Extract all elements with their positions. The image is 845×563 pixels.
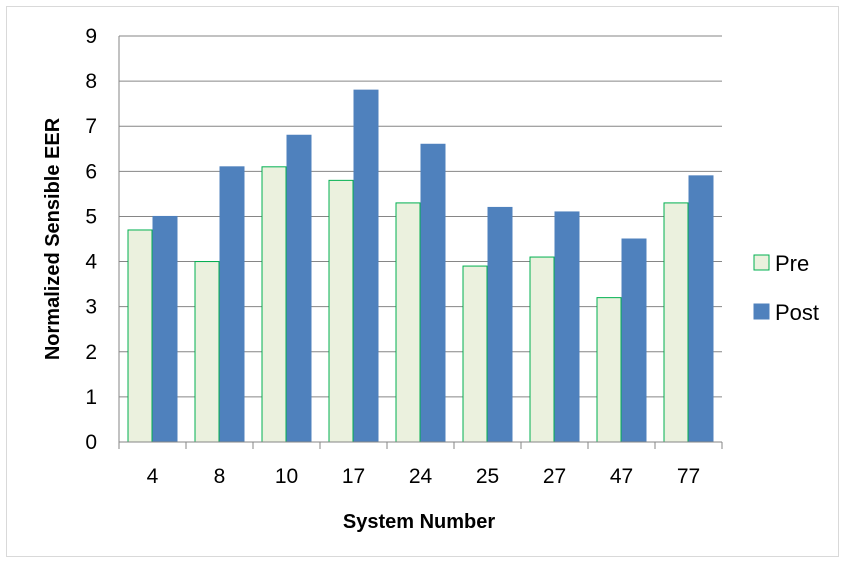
bar-pre-27 — [529, 256, 555, 443]
x-tick-label: 47 — [610, 465, 633, 488]
bar-pre-25 — [462, 265, 488, 443]
bar-pre-47 — [596, 297, 622, 443]
x-tick-labels: 4 8 10 17 24 25 27 47 77 — [147, 465, 701, 488]
bar-post-24 — [420, 143, 446, 443]
y-tick-labels: 0 1 2 3 4 5 6 7 8 9 — [85, 25, 97, 454]
y-tick-label: 1 — [85, 386, 97, 409]
x-tick-label: 77 — [677, 465, 700, 488]
bar-post-47 — [621, 238, 647, 443]
bar-chart: 0 1 2 3 4 5 6 7 8 9 4 8 10 17 24 25 27 47 77 Normalized S… — [42, 25, 819, 533]
bar-post-25 — [487, 206, 513, 443]
bar-pre-24 — [395, 202, 421, 443]
bar-pre-10 — [261, 166, 287, 443]
bar-post-10 — [286, 134, 312, 443]
x-tick-label: 25 — [476, 465, 499, 488]
x-tick-label: 17 — [342, 465, 365, 488]
bar-post-8 — [219, 166, 245, 443]
chart-frame: 0 1 2 3 4 5 6 7 8 9 4 8 10 17 24 25 27 47 77 Normalized S… — [6, 6, 839, 557]
y-tick-label: 8 — [85, 70, 97, 93]
x-tick-label: 8 — [214, 465, 226, 488]
y-tick-label: 4 — [85, 251, 97, 274]
y-tick-label: 0 — [85, 431, 97, 454]
y-tick-label: 6 — [85, 160, 97, 183]
bar-post-77 — [688, 175, 714, 443]
x-tick-label: 10 — [275, 465, 298, 488]
y-tick-label: 7 — [85, 115, 97, 138]
axes — [118, 36, 723, 449]
y-tick-label: 3 — [85, 296, 97, 319]
bar-pre-8 — [194, 261, 220, 443]
bar-post-4 — [152, 215, 178, 443]
x-tick-label: 27 — [543, 465, 566, 488]
legend-label-post: Post — [775, 300, 819, 325]
bar-post-17 — [353, 89, 379, 443]
y-tick-label: 5 — [85, 205, 97, 228]
x-axis-title: System Number — [343, 511, 495, 533]
y-axis-title: Normalized Sensible EER — [42, 117, 64, 360]
bars — [127, 89, 714, 443]
bar-post-27 — [554, 211, 580, 443]
legend-swatch-post — [753, 303, 770, 320]
bar-pre-4 — [127, 229, 153, 443]
legend-swatch-pre — [753, 254, 770, 271]
bar-pre-77 — [663, 202, 689, 443]
legend: Pre Post — [753, 251, 819, 325]
y-tick-label: 9 — [85, 25, 97, 48]
y-tick-label: 2 — [85, 341, 97, 364]
x-tick-label: 24 — [409, 465, 433, 488]
bar-pre-17 — [328, 179, 354, 443]
x-tick-label: 4 — [147, 465, 159, 488]
legend-label-pre: Pre — [775, 251, 809, 276]
